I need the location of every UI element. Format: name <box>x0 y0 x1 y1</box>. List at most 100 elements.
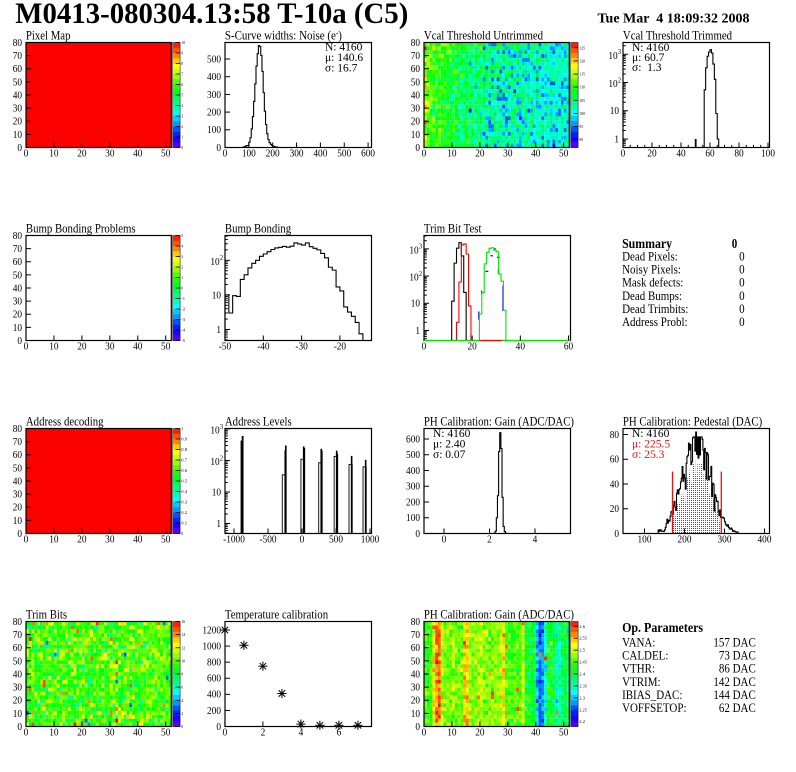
svg-text:60: 60 <box>411 643 420 654</box>
svg-text:10: 10 <box>49 342 58 353</box>
svg-text:-1000: -1000 <box>223 535 245 546</box>
svg-text:0: 0 <box>739 302 745 316</box>
svg-text:400: 400 <box>758 535 772 546</box>
svg-text:20: 20 <box>13 310 22 321</box>
svg-text:0: 0 <box>732 236 738 251</box>
svg-text:50: 50 <box>161 342 170 353</box>
svg-text:2.25: 2.25 <box>579 707 587 712</box>
svg-text:N: 4160: N: 4160 <box>325 42 363 54</box>
svg-text:86 DAC: 86 DAC <box>719 662 756 676</box>
svg-text:400: 400 <box>406 466 420 477</box>
svg-text:30: 30 <box>411 683 420 694</box>
svg-text:Vcal Threshold Untrimmed: Vcal Threshold Untrimmed <box>424 29 543 43</box>
svg-text:80: 80 <box>734 149 743 160</box>
svg-text:μ: 140.6: μ: 140.6 <box>325 52 363 64</box>
svg-text:σ: 16.7: σ: 16.7 <box>325 63 358 75</box>
svg-text:100: 100 <box>638 535 652 546</box>
svg-text:10: 10 <box>409 273 418 284</box>
svg-text:70: 70 <box>13 244 22 255</box>
svg-text:50: 50 <box>13 656 22 667</box>
svg-text:400: 400 <box>207 690 221 701</box>
svg-text:20: 20 <box>13 117 22 128</box>
svg-text:40: 40 <box>13 283 22 294</box>
svg-text:16: 16 <box>181 619 185 624</box>
svg-text:40: 40 <box>531 149 540 160</box>
svg-text:6: 6 <box>181 685 184 690</box>
svg-text:σ: 25.3: σ: 25.3 <box>632 449 665 461</box>
svg-text:Trim Bits: Trim Bits <box>26 608 67 622</box>
svg-text:80: 80 <box>610 430 619 441</box>
svg-text:200: 200 <box>406 497 420 508</box>
svg-text:3: 3 <box>181 114 184 119</box>
svg-text:10: 10 <box>49 728 58 739</box>
svg-text:Mask defects:: Mask defects: <box>622 276 683 290</box>
svg-text:0: 0 <box>739 263 745 277</box>
svg-text:300: 300 <box>290 149 304 160</box>
svg-text:10: 10 <box>210 257 219 268</box>
svg-text:10: 10 <box>49 149 58 160</box>
svg-text:N: 4160: N: 4160 <box>632 42 670 54</box>
svg-text:0: 0 <box>24 342 29 353</box>
svg-text:-40: -40 <box>257 342 269 353</box>
svg-text:Trim Bit Test: Trim Bit Test <box>424 222 482 236</box>
svg-text:M0413-080304.13:58 T-10a (C5): M0413-080304.13:58 T-10a (C5) <box>15 0 408 30</box>
svg-text:2: 2 <box>181 711 183 716</box>
svg-text:N: 4160: N: 4160 <box>433 428 471 440</box>
svg-text:20: 20 <box>77 342 86 353</box>
svg-text:0.6: 0.6 <box>181 468 188 473</box>
svg-text:IBIAS_DAC:: IBIAS_DAC: <box>622 688 682 702</box>
svg-text:0: 0 <box>422 149 427 160</box>
svg-text:0.9: 0.9 <box>181 437 188 442</box>
svg-text:0: 0 <box>24 149 29 160</box>
svg-text:0: 0 <box>422 728 427 739</box>
svg-text:105: 105 <box>579 98 585 103</box>
svg-text:70: 70 <box>13 630 22 641</box>
svg-text:2.55: 2.55 <box>579 636 587 641</box>
svg-text:1000: 1000 <box>361 535 380 546</box>
svg-text:1: 1 <box>415 326 420 337</box>
svg-text:10: 10 <box>181 40 185 45</box>
svg-text:800: 800 <box>207 658 221 669</box>
svg-text:1: 1 <box>181 135 183 140</box>
svg-text:Noisy Pixels:: Noisy Pixels: <box>622 263 681 277</box>
svg-text:40: 40 <box>133 149 142 160</box>
svg-text:30: 30 <box>503 728 512 739</box>
svg-text:0: 0 <box>614 529 619 540</box>
svg-text:VTRIM:: VTRIM: <box>622 675 660 689</box>
svg-text:60: 60 <box>411 64 420 75</box>
svg-text:2: 2 <box>181 265 183 270</box>
svg-text:5: 5 <box>181 233 184 238</box>
svg-text:10: 10 <box>447 728 456 739</box>
svg-text:95: 95 <box>579 124 583 129</box>
svg-text:PH Calibration: Gain (ADC/DAC): PH Calibration: Gain (ADC/DAC) <box>424 608 574 622</box>
svg-text:40: 40 <box>133 342 142 353</box>
svg-text:10: 10 <box>608 51 617 62</box>
svg-text:μ: 60.7: μ: 60.7 <box>632 52 665 64</box>
svg-text:60: 60 <box>13 643 22 654</box>
svg-text:30: 30 <box>411 104 420 115</box>
svg-text:σ: 0.07: σ: 0.07 <box>433 449 466 461</box>
svg-text:200: 200 <box>207 706 221 717</box>
svg-text:500: 500 <box>207 54 221 65</box>
svg-text:50: 50 <box>13 463 22 474</box>
svg-text:Summary: Summary <box>622 236 672 251</box>
svg-text:0: 0 <box>17 529 22 540</box>
svg-text:7: 7 <box>181 72 184 77</box>
svg-text:Dead Pixels:: Dead Pixels: <box>622 250 678 264</box>
svg-text:40: 40 <box>610 479 619 490</box>
svg-text:30: 30 <box>13 297 22 308</box>
svg-text:0: 0 <box>415 529 420 540</box>
svg-text:-500: -500 <box>259 535 276 546</box>
svg-text:VOFFSETOP:: VOFFSETOP: <box>622 701 686 715</box>
svg-text:Address decoding: Address decoding <box>26 415 104 429</box>
svg-text:0: 0 <box>181 145 184 150</box>
svg-text:10: 10 <box>212 290 221 301</box>
svg-text:40: 40 <box>676 149 685 160</box>
svg-text:0: 0 <box>223 728 228 739</box>
svg-text:2: 2 <box>618 76 622 84</box>
svg-text:40: 40 <box>133 535 142 546</box>
svg-text:10: 10 <box>13 516 22 527</box>
svg-text:0.2: 0.2 <box>181 510 187 515</box>
svg-text:2: 2 <box>419 270 423 278</box>
svg-text:Address Levels: Address Levels <box>225 415 292 429</box>
